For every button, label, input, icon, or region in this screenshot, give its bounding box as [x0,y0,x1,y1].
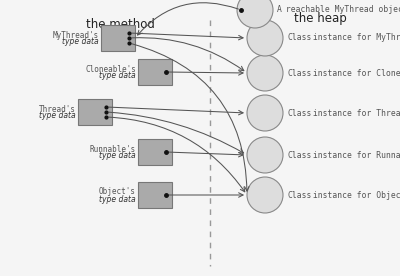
Text: instance for Object: instance for Object [308,190,400,200]
Bar [138,139,172,165]
Text: type data: type data [99,195,136,203]
Circle shape [237,0,273,28]
Text: type data: type data [99,71,136,81]
Text: Class: Class [287,33,311,43]
Text: Class: Class [287,190,311,200]
Text: instance for MyThread: instance for MyThread [308,33,400,43]
Text: instance for Thread: instance for Thread [308,108,400,118]
Text: instance for Runnable: instance for Runnable [308,150,400,160]
Text: the method
area: the method area [86,18,154,47]
Text: Class: Class [287,68,311,78]
Text: Thread's: Thread's [39,105,76,113]
Text: the heap: the heap [294,12,346,25]
Bar [138,59,172,85]
Bar [138,182,172,208]
Bar [78,99,112,125]
Text: instance for Cloneable: instance for Cloneable [308,68,400,78]
Circle shape [247,177,283,213]
Text: A: A [277,6,282,15]
Bar [101,25,135,51]
Text: Class: Class [287,150,311,160]
Text: type data: type data [99,152,136,161]
Text: MyThread's: MyThread's [53,31,99,39]
Circle shape [247,95,283,131]
Circle shape [247,55,283,91]
Circle shape [247,20,283,56]
Circle shape [247,137,283,173]
Text: Cloneable's: Cloneable's [85,65,136,73]
Text: reachable MyThread object: reachable MyThread object [281,6,400,15]
Text: Object's: Object's [99,187,136,197]
Text: Runnable's: Runnable's [90,145,136,153]
Text: type data: type data [39,112,76,121]
Text: Class: Class [287,108,311,118]
Text: type data: type data [62,38,99,46]
